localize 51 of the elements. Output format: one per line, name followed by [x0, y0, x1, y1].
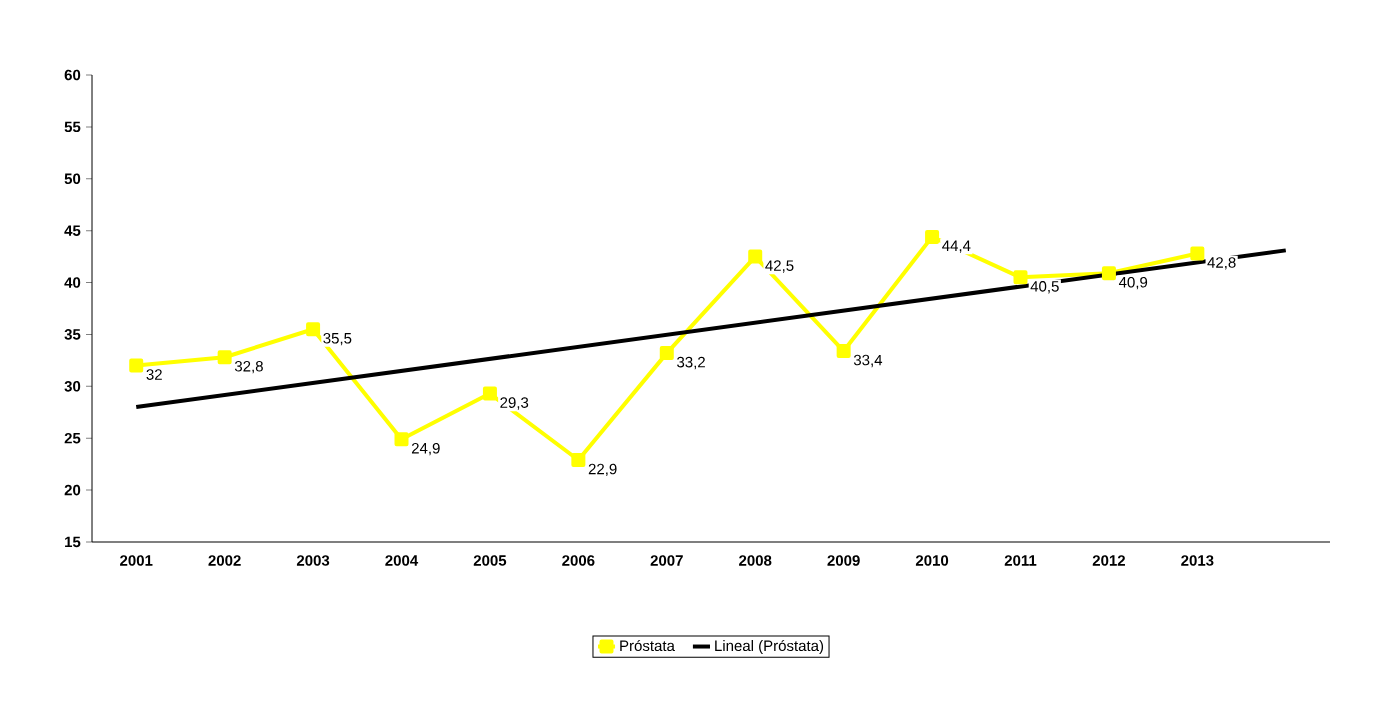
data-label: 42,5: [765, 260, 794, 273]
point: [1013, 270, 1028, 285]
data-label: 44,4: [942, 240, 971, 253]
x-tick-label: 2007: [650, 555, 683, 566]
y-tick-label: 45: [64, 225, 81, 236]
point: [217, 350, 232, 365]
data-label: 24,9: [411, 442, 440, 456]
point: [925, 229, 940, 244]
data-label: 40,5: [1030, 281, 1059, 294]
data-label: 32: [146, 369, 162, 380]
x-tick-label: 2003: [296, 555, 330, 566]
y-tick-label: 55: [64, 121, 81, 133]
x-tick-label: 2004: [385, 555, 419, 566]
point: [748, 249, 763, 264]
point: [482, 386, 497, 401]
x-tick-label: 2006: [562, 555, 595, 566]
x-tick-label: 2013: [1181, 555, 1214, 566]
data-label: 33,2: [677, 356, 705, 370]
data-label: 42,8: [1207, 257, 1236, 270]
y-tick-label: 30: [64, 381, 81, 392]
legend-label: Lineal (Próstata): [715, 639, 824, 655]
point: [1190, 246, 1205, 261]
data-label: 40,9: [1118, 276, 1148, 290]
x-tick-label: 2009: [827, 555, 860, 566]
y-tick-label: 40: [64, 277, 81, 288]
y-tick-label: 15: [65, 536, 81, 548]
x-tick-label: 2011: [1004, 555, 1037, 566]
y-tick-label: 20: [64, 484, 81, 496]
x-tick-label: 2001: [120, 555, 153, 566]
y-tick-label: 50: [64, 173, 81, 185]
point: [571, 453, 586, 467]
data-label: 32,8: [234, 360, 263, 374]
point: [659, 346, 674, 361]
x-tick-label: 2002: [208, 555, 241, 566]
y-tick-label: 25: [64, 432, 81, 444]
data-label: 29,3: [500, 397, 529, 410]
point: [836, 344, 851, 359]
point: [1101, 266, 1116, 281]
point: [394, 432, 409, 447]
x-tick-label: 2010: [915, 555, 949, 566]
x-tick-label: 2012: [1092, 555, 1125, 566]
data-label: 35,5: [323, 332, 352, 346]
legend-label: Próstata: [620, 639, 675, 652]
point: [306, 322, 321, 337]
data-label: 33,4: [853, 354, 883, 368]
x-tick-label: 2005: [473, 555, 507, 566]
data-label: 22,9: [588, 463, 617, 477]
y-tick-label: 35: [64, 329, 81, 340]
x-tick-label: 2008: [739, 555, 772, 566]
point: [129, 358, 144, 373]
y-tick-label: 60: [64, 69, 81, 81]
